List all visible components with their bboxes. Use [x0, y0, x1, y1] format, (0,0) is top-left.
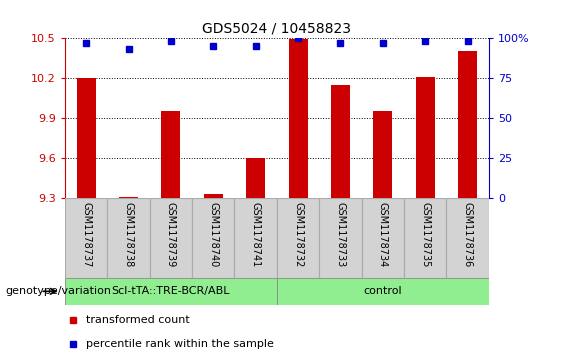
Text: GSM1178734: GSM1178734 [378, 202, 388, 267]
Text: GSM1178740: GSM1178740 [208, 202, 218, 267]
Bar [458, 52, 477, 198]
Bar [107, 198, 150, 278]
Bar [416, 77, 434, 198]
Text: GSM1178733: GSM1178733 [336, 202, 345, 267]
Text: GSM1178738: GSM1178738 [124, 202, 133, 267]
Bar [319, 198, 362, 278]
Text: genotype/variation: genotype/variation [6, 286, 112, 296]
Bar [150, 198, 192, 278]
Bar [373, 111, 392, 198]
Text: control: control [363, 286, 402, 296]
Title: GDS5024 / 10458823: GDS5024 / 10458823 [202, 21, 351, 36]
Text: GSM1178739: GSM1178739 [166, 202, 176, 267]
Text: GSM1178737: GSM1178737 [81, 202, 91, 267]
Bar [234, 198, 277, 278]
Bar [289, 40, 307, 198]
Bar [246, 158, 265, 198]
Bar [446, 198, 489, 278]
Text: Scl-tTA::TRE-BCR/ABL: Scl-tTA::TRE-BCR/ABL [112, 286, 230, 296]
Bar [331, 85, 350, 198]
Bar [277, 198, 319, 278]
Text: GSM1178735: GSM1178735 [420, 202, 430, 267]
Text: GSM1178732: GSM1178732 [293, 202, 303, 267]
Bar [204, 194, 223, 198]
Text: transformed count: transformed count [86, 315, 190, 325]
Bar [404, 198, 446, 278]
Bar [77, 78, 95, 198]
Bar [362, 198, 404, 278]
Bar [192, 198, 234, 278]
Text: GSM1178736: GSM1178736 [463, 202, 472, 267]
Text: percentile rank within the sample: percentile rank within the sample [86, 339, 274, 349]
Text: GSM1178741: GSM1178741 [251, 202, 260, 267]
Bar [277, 278, 489, 305]
Bar [119, 196, 138, 198]
Bar [65, 198, 107, 278]
Bar [162, 111, 180, 198]
Bar [65, 278, 277, 305]
